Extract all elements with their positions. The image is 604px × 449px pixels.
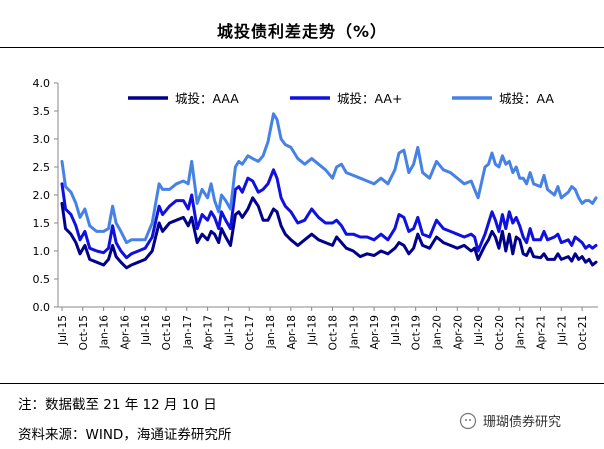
- y-tick-label: 3.0: [33, 133, 51, 146]
- chart-title: 城投债利差走势（%）: [216, 22, 388, 41]
- x-tick-label: Jul-21: [556, 315, 568, 346]
- legend-label: 城投：AA+: [337, 91, 402, 106]
- x-tick-label: Oct-19: [411, 315, 423, 350]
- x-tick-label: Jan-16: [99, 315, 111, 350]
- y-tick-label: 3.5: [33, 105, 51, 118]
- x-tick-label: Oct-18: [327, 315, 339, 350]
- legend-label: 城投：AAA: [175, 91, 239, 106]
- y-tick-label: 1.5: [33, 217, 51, 230]
- x-tick-label: Apr-16: [119, 315, 131, 350]
- y-tick-label: 0.5: [33, 273, 51, 286]
- y-tick-label: 2.0: [33, 189, 51, 202]
- x-tick-label: Oct-21: [577, 315, 589, 350]
- x-tick-label: Apr-17: [203, 315, 215, 350]
- x-tick-label: Apr-21: [536, 315, 548, 350]
- spread-line-chart: 0.0 0.5 1.0 1.5 2.0 2.5 3.0 3.5 4.0 Jul-15 Oct-15 J…: [33, 77, 598, 351]
- series-line-aa: [60, 112, 598, 245]
- x-tick-label: Apr-20: [452, 315, 464, 350]
- bottom-divider: [0, 383, 604, 384]
- x-tick-label: Jul-18: [307, 315, 319, 346]
- x-tick-label: Jan-18: [265, 315, 277, 349]
- x-tick-label: Jan-17: [182, 315, 194, 349]
- data-source-note: 资料来源：WIND，海通证券研究所: [18, 427, 232, 443]
- data-date-note: 注：数据截至 21 年 12 月 10 日: [18, 397, 217, 413]
- watermark-text: 珊瑚债券研究: [483, 415, 562, 430]
- wechat-icon: [459, 412, 477, 429]
- x-tick-label: Jan-21: [515, 315, 527, 349]
- x-tick-label: Apr-19: [369, 315, 381, 350]
- series-line-aaa: [60, 196, 598, 270]
- x-tick-label: Apr-18: [286, 315, 298, 350]
- x-tick-label: Oct-17: [244, 315, 256, 350]
- x-tick-label: Jul-17: [223, 315, 235, 346]
- x-tick-label: Jan-20: [431, 315, 443, 349]
- x-tick-label: Oct-16: [161, 315, 173, 351]
- top-divider: [0, 47, 604, 48]
- x-tick-label: Jan-19: [348, 315, 360, 349]
- y-tick-label: 0.0: [33, 301, 51, 314]
- x-tick-label: Oct-20: [494, 315, 506, 350]
- y-tick-label: 2.5: [33, 161, 51, 174]
- y-tick-label: 1.0: [33, 245, 51, 258]
- x-tick-label: Oct-15: [78, 315, 90, 350]
- x-tick-label: Jul-19: [390, 315, 402, 346]
- x-tick-label: Jul-15: [57, 315, 69, 346]
- y-tick-label: 4.0: [33, 77, 51, 90]
- x-tick-label: Jul-16: [140, 315, 152, 346]
- series-line-aa-plus: [60, 168, 598, 260]
- legend-label: 城投：AA: [499, 91, 554, 106]
- watermark-badge: 珊瑚债券研究: [459, 411, 561, 430]
- x-tick-label: Jul-20: [473, 315, 485, 346]
